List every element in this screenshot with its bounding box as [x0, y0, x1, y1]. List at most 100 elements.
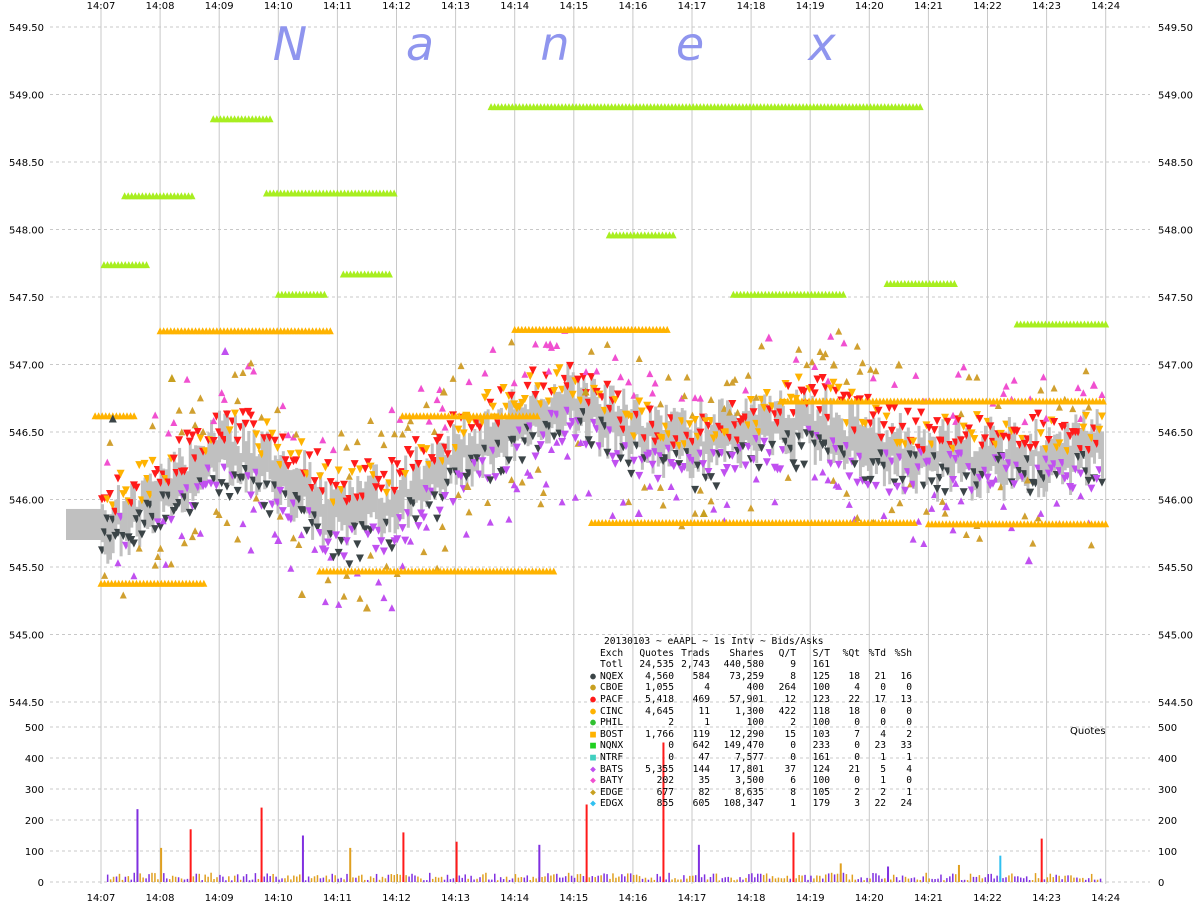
scatter-marker [297, 590, 306, 598]
y-tick-label: 100 [25, 847, 44, 858]
quote-marker [210, 417, 218, 425]
nbbo-bar [228, 427, 232, 486]
count-bar [130, 879, 133, 882]
quote-marker [521, 370, 529, 378]
ask-marker [270, 436, 279, 445]
nbbo-bar [893, 431, 897, 475]
count-bar [467, 878, 469, 882]
nbbo-bar [268, 437, 272, 480]
quote-marker [641, 483, 649, 491]
count-bar [304, 880, 307, 882]
count-bar [762, 874, 765, 882]
bid-marker [885, 488, 894, 497]
stats-cell: 57,901 [729, 693, 764, 705]
quote-marker [843, 377, 851, 385]
green-quote-marker [390, 189, 398, 197]
count-bar [567, 872, 570, 882]
nbbo-bar [311, 490, 315, 540]
nbbo-bar [877, 417, 881, 459]
bid-marker [712, 482, 721, 491]
count-bar [745, 877, 747, 882]
green-quote-marker [385, 270, 393, 278]
exchange-symbol-icon: ● [590, 705, 596, 717]
count-bar [656, 873, 659, 882]
count-bar [290, 879, 292, 882]
count-bar [494, 873, 496, 882]
stats-cell: 233 [812, 740, 830, 752]
count-bar [550, 875, 552, 882]
nbbo-bar [553, 384, 557, 425]
stats-cell: 0 [668, 740, 674, 752]
stats-cell: Shares [729, 647, 764, 659]
exchange-symbol-icon: ● [590, 682, 596, 694]
bid-marker [385, 539, 394, 548]
nbbo-bar [204, 450, 208, 487]
ask-marker [1050, 418, 1059, 427]
count-bar [1022, 878, 1025, 882]
bid-marker [504, 456, 513, 465]
ask-marker [629, 432, 638, 441]
stats-cell: 18 [848, 670, 860, 682]
count-bar [399, 874, 401, 882]
nbbo-bar [486, 409, 490, 457]
count-bar [316, 875, 319, 882]
nbbo-bar [587, 397, 591, 438]
quote-marker [531, 340, 539, 348]
nbbo-bar [138, 500, 142, 547]
nbbo-bar [707, 429, 711, 479]
bid-marker [371, 544, 380, 553]
count-bar [485, 872, 487, 882]
quote-marker [388, 604, 396, 612]
bid-marker [425, 501, 434, 510]
count-bar [151, 872, 153, 882]
count-bar [449, 879, 452, 882]
count-bar [325, 875, 328, 882]
count-bar [780, 878, 783, 882]
quote-marker [723, 379, 731, 387]
nbbo-bar [960, 435, 964, 482]
nbbo-bar [648, 404, 652, 437]
stats-cell: 82 [698, 786, 710, 798]
nbbo-bar [965, 428, 969, 470]
watermark-letter: a [406, 17, 434, 71]
y-tick-label: 200 [25, 816, 44, 827]
nbbo-bar [795, 389, 799, 431]
bid-marker [853, 478, 862, 487]
count-bar [694, 875, 697, 882]
x-tick-label: 14:10 [264, 1, 293, 12]
nbbo-bar [265, 432, 269, 472]
stats-cell: 13 [900, 693, 912, 705]
ask-marker [800, 387, 809, 396]
nbbo-bar [417, 466, 421, 501]
nbbo-bar [1066, 423, 1070, 468]
count-bar [653, 879, 656, 882]
count-bar [417, 876, 419, 882]
nbbo-bar [316, 486, 320, 530]
ask-marker [794, 373, 803, 382]
count-spike [957, 864, 960, 882]
ask-marker [1039, 419, 1048, 428]
stats-cell: 8 [790, 670, 796, 682]
ask-marker [313, 448, 322, 457]
count-bar [892, 874, 895, 882]
quote-marker [696, 486, 704, 494]
nbbo-bar [162, 468, 166, 512]
count-bar [213, 879, 215, 882]
y-tick-label: 545.00 [1158, 631, 1193, 642]
quote-marker [1077, 492, 1085, 500]
stats-cell: 1 [790, 798, 796, 810]
scatter-marker [167, 374, 176, 382]
quote-marker [103, 458, 111, 466]
stats-cell: 2 [668, 717, 674, 729]
quote-marker [816, 348, 824, 356]
nbbo-bar [792, 417, 796, 463]
ask-marker [1036, 429, 1045, 438]
quote-marker [154, 553, 162, 561]
bid-marker [387, 544, 396, 553]
nbbo-bar [680, 408, 684, 456]
quote-marker [843, 489, 851, 497]
scatter-marker [829, 360, 838, 369]
ask-marker [401, 470, 410, 479]
quote-marker [821, 350, 829, 358]
nbbo-bar [1047, 427, 1051, 483]
